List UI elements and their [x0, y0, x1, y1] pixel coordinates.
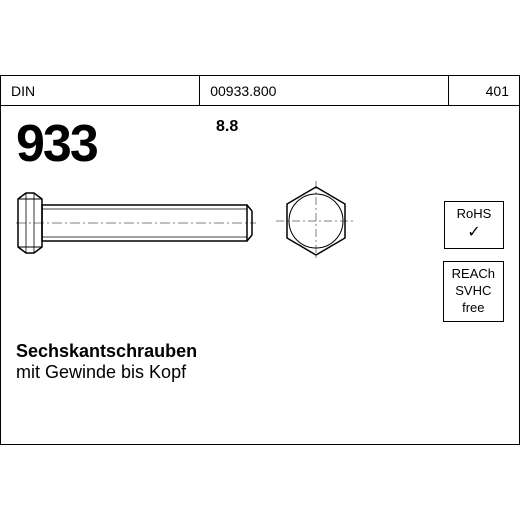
reach-badge: REACh SVHC free: [443, 261, 504, 322]
header-row: DIN 00933.800 401: [1, 76, 519, 106]
desc-line1: Sechskantschrauben: [16, 341, 197, 362]
code-cell: 401: [449, 76, 519, 105]
reach-line2: SVHC: [452, 283, 495, 300]
reach-line1: REACh: [452, 266, 495, 283]
check-icon: ✓: [453, 223, 495, 244]
standard-cell: DIN: [1, 76, 200, 105]
product-number: 933: [16, 114, 504, 174]
grade-label: 8.8: [216, 118, 238, 136]
rohs-badge: RoHS ✓: [444, 201, 504, 249]
main-area: 933 8.8: [1, 106, 519, 182]
description: Sechskantschrauben mit Gewinde bis Kopf: [16, 341, 197, 383]
reach-line3: free: [452, 300, 495, 317]
desc-line2: mit Gewinde bis Kopf: [16, 362, 197, 383]
part-number-cell: 00933.800: [200, 76, 449, 105]
bolt-side-view: [16, 191, 256, 261]
bolt-hex-view: [276, 181, 356, 261]
rohs-label: RoHS: [453, 206, 495, 223]
spec-sheet: DIN 00933.800 401 933 8.8: [0, 75, 520, 445]
